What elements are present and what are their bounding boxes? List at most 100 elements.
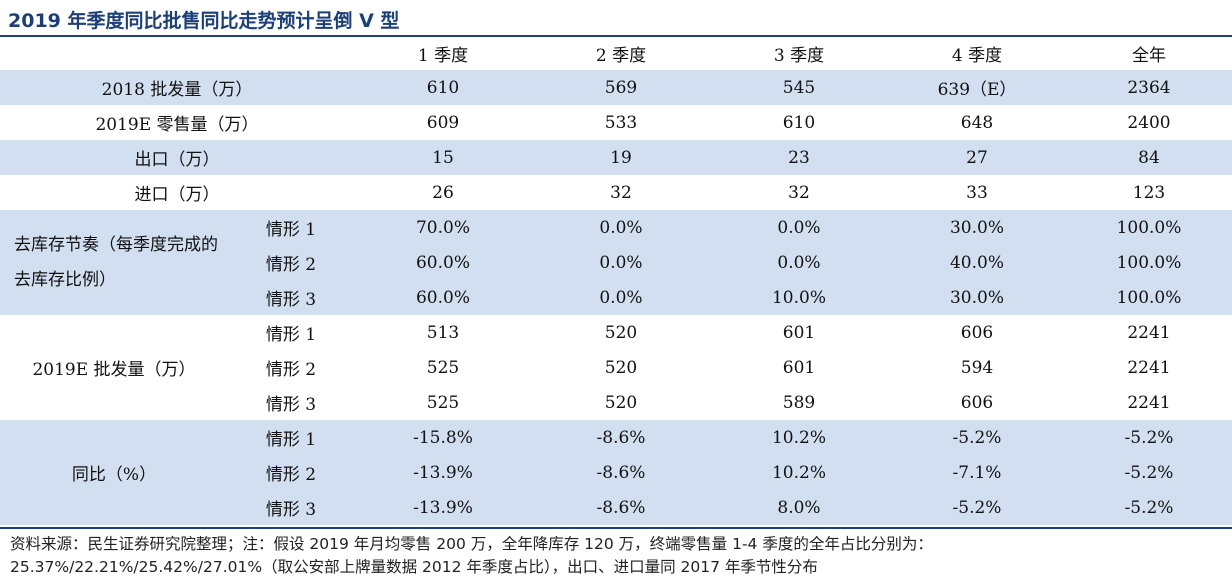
table-cell: 2400	[1127, 112, 1171, 133]
table-cell: 520	[604, 392, 638, 413]
header-q2: 2 季度	[595, 46, 647, 66]
table-row: 去库存节奏（每季度完成的去库存比例） 情形 1 70.0% 0.0% 0.0% …	[0, 210, 1232, 290]
row-label: 出口（万）	[134, 150, 220, 170]
table-cell: -7.1%	[952, 462, 1002, 483]
scenario-label: 情形 3	[265, 395, 317, 415]
table-row: 2019E 批发量（万） 情形 1 513 520 601 606 2241	[0, 315, 1232, 381]
table-cell: 100.0%	[1116, 287, 1182, 308]
table-title: 2019 年季度同比批售同比走势预计呈倒 V 型	[8, 10, 400, 32]
table-cell: 0.0%	[777, 217, 821, 238]
table-cell: 32	[610, 182, 632, 203]
table-cell: 2241	[1127, 392, 1171, 413]
table-cell: -8.6%	[596, 462, 646, 483]
header-q3: 3 季度	[773, 46, 825, 66]
table-cell: 30.0%	[949, 287, 1004, 308]
table-cell: 19	[610, 147, 632, 168]
forecast-table: 1 季度 2 季度 3 季度 4 季度 全年 2018 批发量（万） 610 5…	[0, 37, 1232, 525]
table-cell: 30.0%	[949, 217, 1004, 238]
header-corner	[0, 37, 354, 70]
source-note: 资料来源：民生证券研究院整理；注：假设 2019 年月均零售 200 万，全年降…	[10, 533, 933, 579]
table-cell: 545	[782, 77, 816, 98]
table-cell: -13.9%	[413, 462, 473, 483]
table-row: 2018 批发量（万） 610 569 545 639（E） 2364	[0, 70, 1232, 105]
table-cell: 8.0%	[777, 497, 821, 518]
header-row: 1 季度 2 季度 3 季度 4 季度 全年	[0, 37, 1232, 70]
table-cell: 601	[782, 322, 816, 343]
table-cell: -5.2%	[952, 427, 1002, 448]
table-cell: 2364	[1127, 77, 1171, 98]
source-note-line-2: 25.37%/22.21%/25.42%/27.01%（取公安部上牌量数据 20…	[10, 558, 818, 576]
table-cell: 10.2%	[771, 427, 826, 448]
table-cell: 0.0%	[599, 252, 643, 273]
table-cell: 84	[1138, 147, 1160, 168]
table-cell: 648	[960, 112, 994, 133]
table-cell: 606	[960, 322, 994, 343]
table-cell: 123	[1132, 182, 1166, 203]
scenario-label: 情形 1	[265, 220, 317, 240]
table-cell: 40.0%	[949, 252, 1004, 273]
table-cell: -13.9%	[413, 497, 473, 518]
table-cell: 70.0%	[415, 217, 470, 238]
scenario-label: 情形 1	[265, 325, 317, 345]
table-row: 2019E 零售量（万） 609 533 610 648 2400	[0, 105, 1232, 140]
table-row: 出口（万） 15 19 23 27 84	[0, 140, 1232, 175]
table-cell: -5.2%	[1124, 462, 1174, 483]
table-cell: 2241	[1127, 322, 1171, 343]
table-cell: 610	[426, 77, 460, 98]
table-cell: 520	[604, 322, 638, 343]
table-cell: 100.0%	[1116, 252, 1182, 273]
group-label-wholesale: 2019E 批发量（万）	[32, 360, 196, 380]
table-cell: 26	[432, 182, 454, 203]
table-cell: -5.2%	[952, 497, 1002, 518]
table-cell: -5.2%	[1124, 427, 1174, 448]
top-rule	[0, 35, 1232, 37]
bottom-rule	[0, 527, 1232, 529]
table-cell: 639（E）	[937, 80, 1017, 100]
table-cell: 60.0%	[415, 287, 470, 308]
table-cell: 33	[966, 182, 988, 203]
table-cell: 100.0%	[1116, 217, 1182, 238]
scenario-label: 情形 1	[265, 430, 317, 450]
scenario-label: 情形 2	[265, 360, 317, 380]
scenario-label: 情形 2	[265, 465, 317, 485]
table-cell: 606	[960, 392, 994, 413]
table-row: 同比（%） 情形 1 -15.8% -8.6% 10.2% -5.2% -5.2…	[0, 420, 1232, 485]
scenario-label: 情形 3	[265, 500, 317, 520]
table-cell: 525	[426, 392, 460, 413]
table-cell: 569	[604, 77, 638, 98]
scenario-label: 情形 3	[265, 290, 317, 310]
table-cell: 27	[966, 147, 988, 168]
group-label-destock: 去库存节奏（每季度完成的去库存比例）	[14, 234, 218, 290]
table-row: 进口（万） 26 32 32 33 123	[0, 175, 1232, 210]
row-label: 2019E 零售量（万）	[95, 115, 259, 135]
table-cell: 0.0%	[599, 287, 643, 308]
table-cell: 10.2%	[771, 462, 826, 483]
table-cell: 10.0%	[771, 287, 826, 308]
header-full-year: 全年	[1132, 46, 1166, 66]
table-cell: -5.2%	[1124, 497, 1174, 518]
table-cell: 513	[426, 322, 460, 343]
table-cell: 15	[432, 147, 454, 168]
table-cell: 32	[788, 182, 810, 203]
table-cell: 594	[960, 357, 994, 378]
table-cell: 589	[782, 392, 816, 413]
table-row: 情形 3 525 520 589 606 2241	[0, 385, 1232, 420]
table-cell: 609	[426, 112, 460, 133]
table-cell: 520	[604, 357, 638, 378]
table-cell: 2241	[1127, 357, 1171, 378]
table-cell: -15.8%	[413, 427, 473, 448]
table-cell: 525	[426, 357, 460, 378]
table-cell: 601	[782, 357, 816, 378]
table-cell: -8.6%	[596, 497, 646, 518]
table-cell: 23	[788, 147, 810, 168]
table-row: 情形 2 525 520 601 594 2241	[0, 350, 1232, 385]
table-cell: 533	[604, 112, 638, 133]
header-q1: 1 季度	[417, 46, 469, 66]
table-cell: -8.6%	[596, 427, 646, 448]
group-label-yoy: 同比（%）	[71, 465, 157, 485]
source-note-line-1: 资料来源：民生证券研究院整理；注：假设 2019 年月均零售 200 万，全年降…	[10, 535, 933, 553]
row-label: 进口（万）	[134, 185, 220, 205]
table-cell: 0.0%	[599, 217, 643, 238]
scenario-label: 情形 2	[265, 255, 317, 275]
table-cell: 610	[782, 112, 816, 133]
